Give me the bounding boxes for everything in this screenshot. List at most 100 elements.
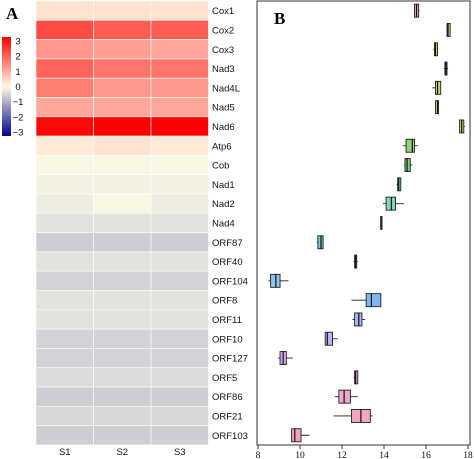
heatmap-cell — [35, 270, 94, 291]
heatmap-cell — [93, 174, 152, 195]
panel-b-label: B — [274, 9, 285, 28]
legend-tick-label: −1 — [13, 97, 24, 108]
heatmap-cell — [150, 97, 209, 118]
heatmap-cell — [93, 0, 152, 21]
heatmap-cell — [35, 97, 94, 118]
heatmap-cell — [93, 19, 152, 40]
heatmap-cell — [35, 290, 94, 311]
heatmap-cell — [150, 290, 209, 311]
color-legend-ticks: 3 2 1 0 −1 −2 −3 — [13, 37, 24, 139]
heatmap-cell — [35, 328, 94, 349]
heatmap-cell — [93, 367, 152, 388]
heatmap-cell — [35, 348, 94, 368]
gene-label: ORF87 — [212, 238, 243, 249]
heatmap-cell — [35, 39, 94, 60]
legend-tick-label: 0 — [15, 82, 20, 93]
heatmap-cell — [35, 213, 94, 233]
heatmap-cell — [93, 155, 152, 175]
gene-label: ORF127 — [212, 354, 248, 365]
heatmap-cell — [35, 174, 94, 195]
heatmap-cell — [150, 77, 209, 98]
heatmap-cell — [150, 0, 209, 21]
heatmap-cell — [93, 328, 152, 349]
boxplot-box — [365, 293, 382, 308]
gene-label: ORF21 — [212, 411, 243, 422]
heatmap-cell — [150, 405, 209, 426]
x-axis-tick-label: 16 — [421, 451, 431, 459]
heatmap-cell — [35, 386, 94, 407]
heatmap-cell — [93, 386, 152, 407]
heatmap — [35, 0, 209, 446]
heatmap-cell — [93, 39, 152, 60]
legend-tick-label: 2 — [15, 52, 20, 63]
legend-tick-label: 1 — [15, 67, 20, 78]
gene-labels: Cox1 Cox2 Cox3 Nad3 Nad4L Nad5 Nad6 Atp6 Cob Nad1… — [212, 6, 248, 442]
heatmap-cell — [35, 135, 94, 156]
heatmap-cell — [93, 309, 152, 330]
boxplots — [268, 3, 465, 443]
heatmap-cell — [35, 116, 94, 137]
gene-label: Cox3 — [212, 45, 234, 56]
heatmap-cell — [93, 425, 152, 446]
gene-label: Nad3 — [212, 64, 235, 75]
panel-a-label: A — [6, 4, 19, 23]
heatmap-cell — [150, 425, 209, 446]
heatmap-cell — [35, 58, 94, 79]
gene-label: Cob — [212, 161, 229, 172]
heatmap-cell — [150, 348, 209, 368]
heatmap-cell — [35, 77, 94, 98]
heatmap-cell — [93, 405, 152, 426]
color-legend-bar — [2, 37, 11, 136]
heatmap-cell — [150, 39, 209, 60]
heatmap-cell — [150, 19, 209, 40]
legend-tick-label: −2 — [13, 112, 24, 123]
heatmap-cell — [35, 19, 94, 40]
heatmap-cell — [150, 328, 209, 349]
heatmap-column-label: S1 — [59, 447, 71, 458]
heatmap-cell — [35, 251, 94, 272]
x-axis-tick-label: 14 — [379, 451, 389, 459]
heatmap-column-label: S3 — [174, 447, 186, 458]
heatmap-cell — [93, 116, 152, 137]
gene-label: Nad4 — [212, 218, 235, 229]
boxplot-box — [291, 428, 302, 443]
heatmap-cell — [150, 58, 209, 79]
boxplot-x-axis: 8 10 12 14 16 18 — [256, 445, 473, 459]
gene-label: ORF8 — [212, 296, 237, 307]
heatmap-cell — [93, 135, 152, 156]
gene-label: ORF86 — [212, 392, 243, 403]
heatmap-column-label: S2 — [116, 447, 128, 458]
heatmap-cell — [93, 193, 152, 214]
gene-label: ORF10 — [212, 334, 243, 345]
gene-label: ORF11 — [212, 315, 242, 326]
gene-label: Nad6 — [212, 122, 235, 133]
gene-label: Nad5 — [212, 103, 235, 114]
heatmap-cell — [93, 77, 152, 98]
gene-label: ORF40 — [212, 257, 243, 268]
heatmap-cell — [93, 213, 152, 233]
heatmap-cell — [150, 193, 209, 214]
heatmap-cell — [35, 425, 94, 446]
x-axis-tick-label: 18 — [463, 451, 473, 459]
heatmap-cell — [150, 270, 209, 291]
heatmap-cell — [150, 251, 209, 272]
gene-label: ORF104 — [212, 276, 248, 287]
heatmap-cell — [93, 290, 152, 311]
heatmap-cell — [150, 386, 209, 407]
heatmap-cell — [35, 367, 94, 388]
gene-label: Atp6 — [212, 141, 232, 152]
heatmap-cell — [93, 348, 152, 368]
heatmap-cell — [150, 232, 209, 253]
x-axis-tick-label: 12 — [337, 451, 347, 459]
legend-tick-label: 3 — [15, 37, 20, 48]
heatmap-cell — [150, 213, 209, 233]
gene-label: ORF103 — [212, 431, 248, 442]
heatmap-column-labels: S1 S2 S3 — [59, 447, 186, 458]
heatmap-cell — [35, 193, 94, 214]
heatmap-cell — [150, 367, 209, 388]
heatmap-cell — [93, 58, 152, 79]
heatmap-cell — [93, 251, 152, 272]
boxplot-box — [324, 331, 334, 346]
heatmap-cell — [93, 97, 152, 118]
